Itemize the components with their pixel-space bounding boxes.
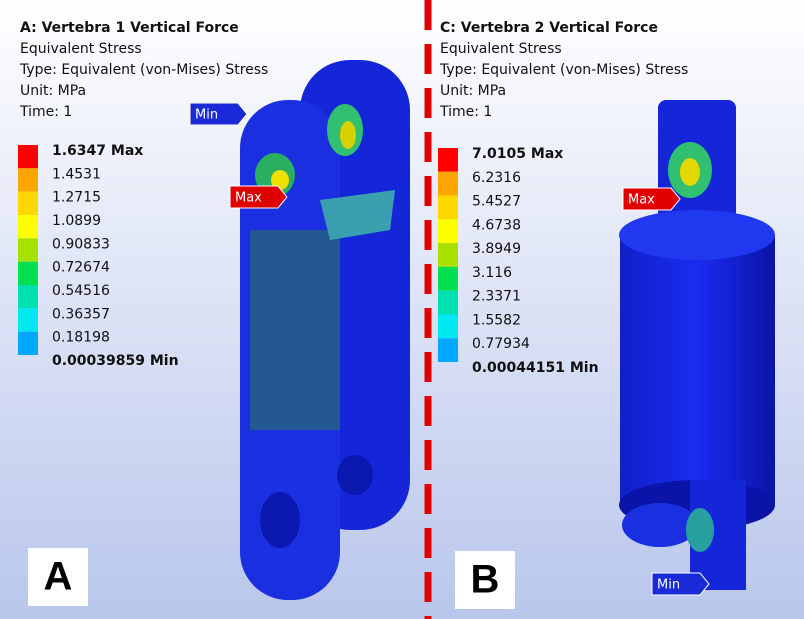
legend-swatch [438,219,458,243]
legend-label: 3.116 [472,265,512,281]
legend-swatch [438,243,458,267]
info-line: Type: Equivalent (von-Mises) Stress [19,62,268,78]
info-line: Unit: MPa [20,83,86,99]
legend-label: 0.18198 [52,330,110,346]
flag-label: Min [195,108,218,123]
legend-label: 0.36357 [52,306,110,322]
legend-swatch [18,285,38,308]
legend-label: 2.3371 [472,289,521,305]
legend-label: 1.6347 Max [52,143,143,159]
legend-swatch [438,291,458,315]
legend-label: 5.4527 [472,194,521,210]
legend-swatch [438,338,458,362]
legend-label: 1.5582 [472,312,521,328]
flag-label: Max [628,193,655,208]
panel-title: A: Vertebra 1 Vertical Force [20,20,239,36]
figure: A: Vertebra 1 Vertical Force Equivalent S… [0,0,804,619]
legend-label: 0.90833 [52,236,110,252]
info-line: Unit: MPa [440,83,506,99]
legend-swatch [438,267,458,291]
legend-swatch [18,308,38,331]
legend-label: 0.77934 [472,336,530,352]
legend-label: 0.72674 [52,260,110,276]
legend-label: 0.00044151 Min [472,360,599,376]
legend-label: 6.2316 [472,170,521,186]
legend-label: 0.00039859 Min [52,353,179,369]
legend-label: 3.8949 [472,241,521,257]
legend-label: 1.4531 [52,166,101,182]
legend-label: 1.2715 [52,190,101,206]
legend-swatch [438,172,458,196]
legend-label: 4.6738 [472,217,521,233]
panel-title: C: Vertebra 2 Vertical Force [440,20,658,36]
model-a [240,60,410,600]
legend-label: 0.54516 [52,283,110,299]
legend-swatch [18,192,38,215]
legend-swatch [18,168,38,191]
flag-label: Min [657,578,680,593]
info-line: Type: Equivalent (von-Mises) Stress [439,62,688,78]
panel-letter: A [44,555,73,599]
legend-swatch [18,332,38,355]
legend-swatch [18,215,38,238]
info-line: Equivalent Stress [20,41,142,57]
legend-swatch [18,145,38,168]
legend-swatch [438,196,458,220]
legend-swatch [438,314,458,338]
legend-label: 1.0899 [52,213,101,229]
info-line: Equivalent Stress [440,41,562,57]
flag-label: Max [235,191,262,206]
legend-swatch [438,148,458,172]
legend-swatch [18,262,38,285]
legend-swatch [18,238,38,261]
legend-label: 7.0105 Max [472,146,563,162]
panel-letter: B [471,558,500,602]
info-line: Time: 1 [439,104,492,120]
info-line: Time: 1 [19,104,72,120]
